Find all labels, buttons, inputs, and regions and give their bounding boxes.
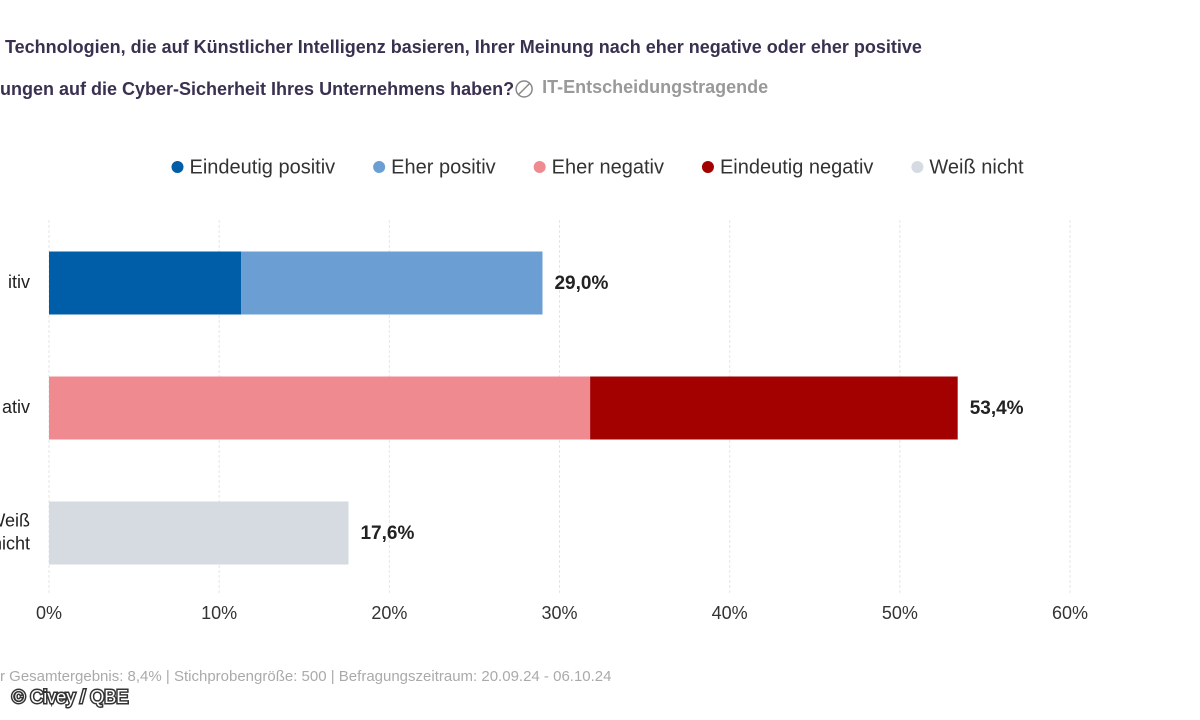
- legend-label: Eindeutig positiv: [189, 156, 335, 178]
- legend-swatch: [373, 161, 386, 173]
- y-tick-label: nicht: [0, 533, 30, 553]
- legend-swatch: [701, 161, 714, 173]
- legend-label: Weiß nicht: [929, 156, 1024, 178]
- legend-swatch: [171, 161, 184, 173]
- footer: r Gesamtergebnis: 8,4% | Stichprobengröß…: [0, 668, 611, 685]
- legend-label: Eher positiv: [391, 156, 496, 178]
- legend-label: Eher negativ: [552, 156, 664, 178]
- total-label: 29,0%: [554, 273, 608, 294]
- sample-icon: [515, 80, 533, 98]
- x-tick-label: 20%: [371, 603, 407, 623]
- y-tick-label: Weiß: [0, 510, 30, 530]
- x-tick-label: 10%: [201, 603, 237, 623]
- total-label: 53,4%: [970, 398, 1024, 419]
- legend-swatch: [911, 161, 924, 173]
- y-tick-label: itiv: [8, 272, 30, 292]
- x-tick-label: 30%: [541, 603, 577, 623]
- source: © Civey / QBE: [12, 687, 128, 707]
- total-label: 17,6%: [360, 523, 414, 544]
- title-line: Technologien, die auf Künstlicher Intell…: [5, 37, 922, 57]
- bar-segment: [49, 501, 349, 565]
- legend-swatch: [533, 161, 546, 173]
- legend-label: Eindeutig negativ: [720, 156, 873, 178]
- x-tick-label: 50%: [882, 603, 918, 623]
- legend: Eindeutig positiv Eher positiv Eher negati…: [171, 156, 1024, 178]
- x-tick-label: 0%: [36, 603, 62, 623]
- y-tick-label: ativ: [2, 397, 30, 417]
- bar-segment: [49, 376, 591, 440]
- bar-segment: [49, 251, 242, 315]
- x-tick-label: 60%: [1052, 603, 1088, 623]
- bar-segment: [241, 251, 543, 315]
- x-tick-label: 40%: [712, 603, 748, 623]
- title-line: ungen auf die Cyber-Sicherheit Ihres Unt…: [0, 79, 514, 99]
- subtitle: IT-Entscheidungstragende: [542, 77, 768, 97]
- bar-segment: [590, 376, 958, 440]
